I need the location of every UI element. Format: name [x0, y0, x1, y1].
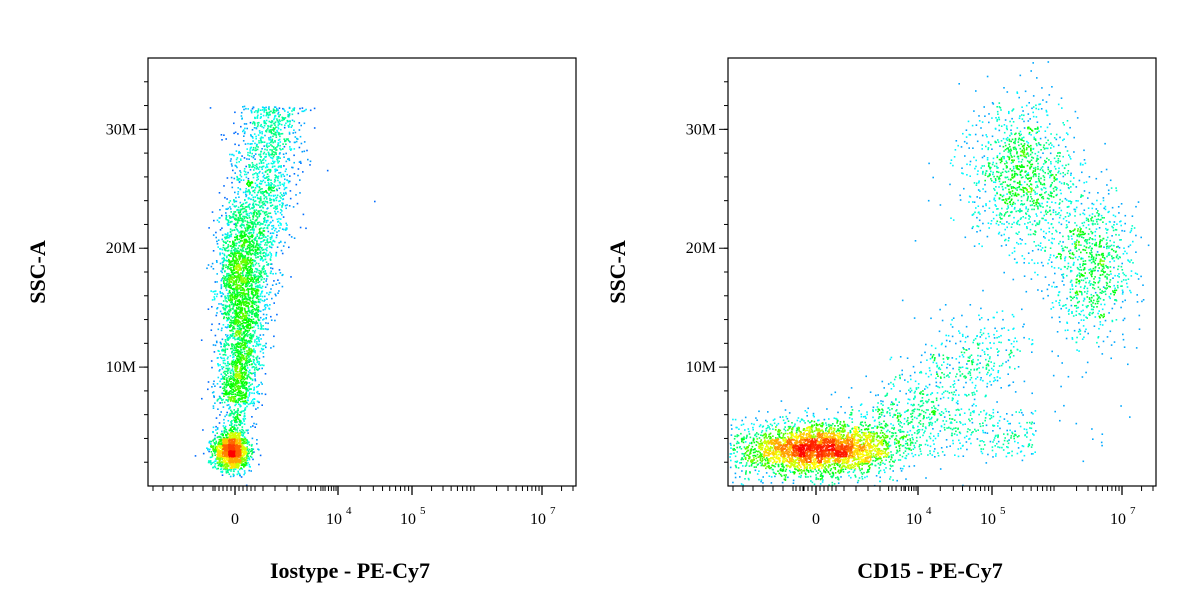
x-tick-label: 10: [1110, 511, 1126, 528]
x-tick-label: 10: [326, 511, 342, 528]
x-tick-exponent: 7: [1130, 505, 1136, 517]
plot-frame: [147, 57, 577, 487]
y-axis-title: SSC-A: [605, 240, 630, 304]
y-tick-label: 30M: [106, 121, 136, 138]
x-tick-label: 10: [530, 511, 546, 528]
x-axis: 0 10 4 10 5 10 7: [152, 486, 574, 528]
x-tick-exponent: 5: [420, 505, 426, 517]
event-dots: [194, 105, 376, 487]
x-axis: 0 10 4 10 5 10 7: [732, 486, 1154, 528]
y-axis-title: SSC-A: [25, 240, 50, 304]
y-tick-label: 20M: [686, 240, 716, 257]
x-tick-label: 0: [231, 511, 239, 528]
y-axis: 10M 20M 30M: [106, 81, 148, 463]
y-tick-label: 20M: [106, 240, 136, 257]
plot-panel-isotype: 10M 20M 30M 0 10 4 10 5 10 7 SSC-A Iostype - PE-Cy7: [25, 57, 577, 583]
x-axis-title: CD15 - PE-Cy7: [857, 558, 1002, 583]
x-tick-label: 10: [400, 511, 416, 528]
y-tick-label: 10M: [686, 359, 716, 376]
y-tick-label: 30M: [686, 121, 716, 138]
x-tick-label: 10: [906, 511, 922, 528]
x-tick-exponent: 7: [550, 505, 556, 517]
x-tick-exponent: 4: [346, 505, 352, 517]
y-axis: 10M 20M 30M: [686, 81, 728, 463]
plot-panel-cd15: 10M 20M 30M 0 10 4 10 5 10 7 SSC-A CD15 - PE-Cy7: [605, 57, 1157, 583]
y-tick-label: 10M: [106, 359, 136, 376]
x-tick-exponent: 5: [1000, 505, 1006, 517]
event-dots: [729, 61, 1150, 487]
x-tick-label: 0: [812, 511, 820, 528]
x-tick-exponent: 4: [926, 505, 932, 517]
x-axis-title: Iostype - PE-Cy7: [270, 558, 430, 583]
x-tick-label: 10: [980, 511, 996, 528]
